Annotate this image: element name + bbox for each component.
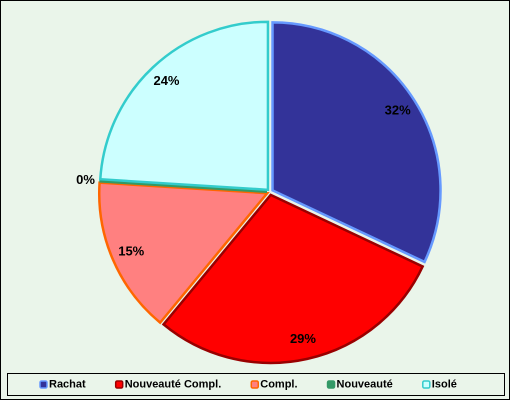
legend: Rachat Nouveauté Compl. Compl. Nouveauté Iso… bbox=[39, 378, 457, 390]
pie: 32% 29% 15% 0% 24% bbox=[76, 20, 442, 365]
data-label: 32% bbox=[385, 102, 411, 117]
pie-slice bbox=[98, 20, 270, 192]
data-label: 15% bbox=[118, 243, 144, 258]
legend-marker bbox=[422, 380, 431, 389]
legend-label: Nouveauté Compl. bbox=[125, 378, 222, 390]
data-label: 29% bbox=[290, 331, 316, 346]
legend-label: Compl. bbox=[260, 378, 297, 390]
pie-slice bbox=[271, 21, 442, 264]
legend-label: Rachat bbox=[49, 378, 86, 390]
legend-marker bbox=[39, 380, 48, 389]
pie-slice bbox=[97, 181, 270, 325]
data-label: 24% bbox=[153, 73, 179, 88]
legend-marker bbox=[114, 380, 124, 389]
legend-marker bbox=[326, 380, 336, 389]
data-label: 0% bbox=[76, 172, 95, 187]
legend-label: Isolé bbox=[432, 378, 457, 390]
legend-label: Nouveauté bbox=[337, 378, 393, 390]
pie-slice bbox=[161, 193, 425, 365]
legend-marker bbox=[250, 380, 260, 389]
